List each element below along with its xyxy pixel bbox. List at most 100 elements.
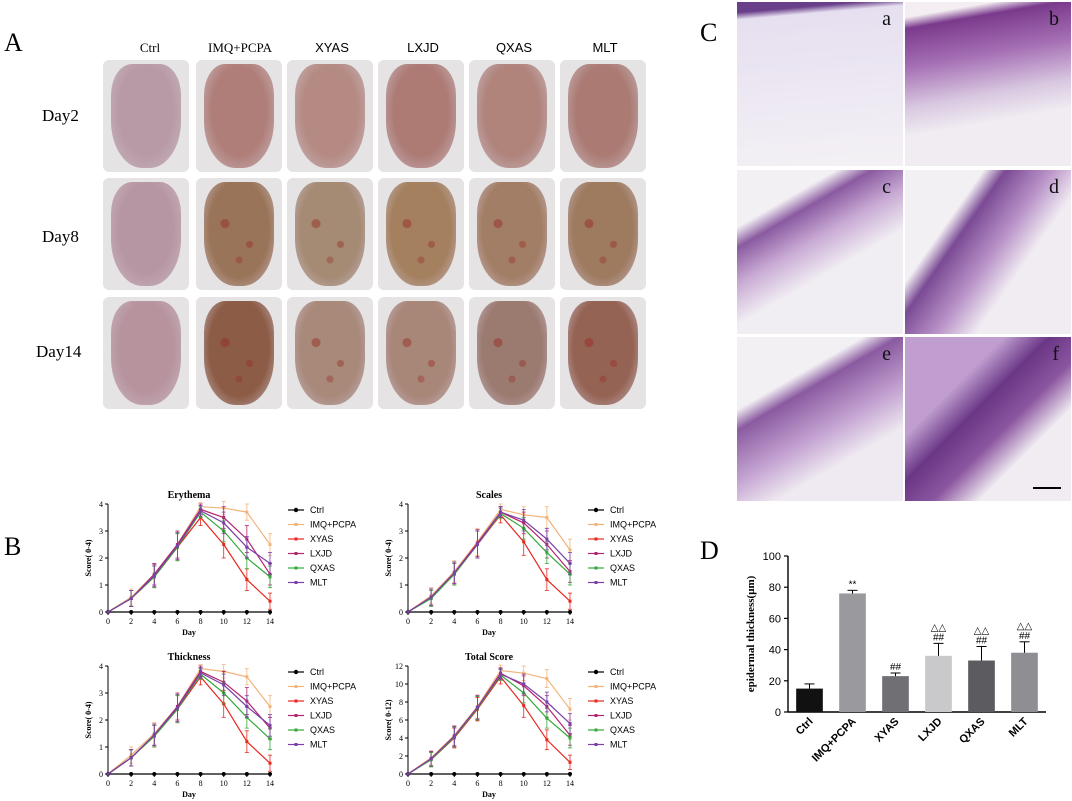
data-point [245, 545, 249, 549]
legend-label: LXJD [610, 549, 633, 559]
legend-label: QXAS [610, 563, 635, 573]
legend-marker [594, 714, 598, 717]
legend-label: MLT [310, 578, 328, 588]
data-point [568, 548, 572, 552]
x-tick-label: 2 [429, 779, 433, 788]
column-label-imq-pcpa: IMQ+PCPA [208, 40, 272, 55]
legend-marker [293, 669, 299, 675]
data-point [522, 540, 526, 544]
skin-photo [469, 297, 555, 409]
x-tick-label: 6 [175, 617, 179, 626]
x-tick-label: 0 [406, 779, 410, 788]
histology-image-e: e [737, 337, 903, 501]
data-point [268, 599, 272, 603]
data-point [268, 737, 272, 741]
skin-photo [196, 178, 282, 290]
y-tick-label: 4 [399, 734, 403, 743]
data-point [268, 761, 272, 765]
data-point [545, 516, 549, 519]
y-tick-label: 12 [395, 662, 403, 671]
bar-xyas [882, 676, 909, 712]
category-label: Ctrl [794, 716, 816, 738]
data-point [245, 675, 249, 679]
chart-title: Scales [476, 490, 502, 501]
legend-marker [594, 581, 598, 584]
data-point [268, 561, 272, 565]
series-line [407, 669, 571, 775]
data-point [268, 723, 272, 727]
data-point [222, 543, 226, 546]
data-point [429, 610, 434, 614]
skin-photo [560, 60, 646, 172]
data-point [568, 561, 572, 565]
series-line [407, 511, 571, 613]
legend-label: MLT [610, 578, 628, 588]
y-tick-label: 3 [99, 689, 103, 698]
x-tick-label: 10 [220, 779, 228, 788]
x-tick-label: 14 [266, 779, 274, 788]
skin-photo [287, 178, 373, 290]
x-tick-label: 8 [199, 779, 203, 788]
significance-marker: ## [1019, 631, 1031, 642]
legend-marker [594, 552, 598, 555]
histology-image-f: f [905, 337, 1071, 501]
legend-marker [594, 728, 598, 732]
x-tick-label: 12 [243, 779, 251, 788]
legend-label: XYAS [610, 696, 633, 706]
data-point [568, 707, 572, 711]
data-point [175, 706, 179, 710]
category-label: IMQ+PCPA [810, 716, 859, 765]
line-chart-3: Total Score 0 2 4 6 8 10 12 0 2 4 6 8 10 12 14 Day Score(… [384, 652, 656, 799]
histology-label: b [1049, 8, 1059, 30]
x-tick-label: 10 [520, 617, 528, 626]
data-point [129, 756, 133, 760]
x-tick-label: 14 [266, 617, 274, 626]
y-tick-label: 2 [399, 554, 403, 563]
legend-marker [593, 669, 599, 675]
bar-imq-pcpa [839, 593, 866, 712]
skin-photo [560, 297, 646, 409]
legend-label: Ctrl [610, 667, 624, 677]
data-point [452, 610, 457, 614]
skin-photo [378, 60, 464, 172]
histology-label: f [1052, 343, 1059, 365]
y-tick-label: 100 [763, 551, 781, 563]
legend-label: LXJD [310, 549, 333, 559]
x-tick-label: 6 [175, 779, 179, 788]
data-point [406, 610, 410, 614]
skin-photo [287, 297, 373, 409]
y-tick-label: 2 [399, 752, 403, 761]
data-point [175, 772, 180, 776]
data-point [268, 610, 272, 614]
panel-letter-a: A [4, 28, 23, 57]
data-point [545, 738, 549, 742]
row-label-day2: Day2 [42, 106, 79, 125]
data-point [522, 682, 526, 686]
legend-marker [294, 566, 298, 570]
data-point [545, 551, 549, 555]
data-point [106, 772, 110, 776]
data-point [568, 736, 572, 740]
data-point [175, 610, 180, 614]
x-tick-label: 2 [129, 779, 133, 788]
data-point [545, 700, 549, 704]
x-tick-label: 0 [106, 617, 110, 626]
legend-label: Ctrl [310, 667, 324, 677]
x-tick-label: 4 [152, 617, 156, 626]
legend-marker [294, 714, 298, 717]
y-tick-label: 3 [99, 527, 103, 536]
y-axis-label: Score( 0-4) [384, 539, 393, 576]
panel-letter-b: B [4, 532, 22, 561]
skin-photo [560, 178, 646, 290]
data-point [568, 722, 572, 726]
y-tick-label: 0 [99, 770, 103, 779]
y-tick-label: 0 [399, 608, 403, 617]
data-point [568, 610, 572, 614]
y-tick-label: 1 [399, 581, 403, 590]
data-point [522, 671, 526, 675]
significance-marker: ## [933, 632, 945, 643]
data-point [152, 610, 157, 614]
significance-marker: ## [976, 635, 988, 646]
